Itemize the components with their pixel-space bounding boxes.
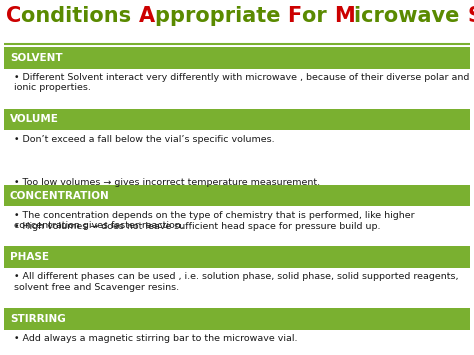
Text: VOLUME: VOLUME <box>10 114 59 124</box>
Text: F: F <box>288 6 302 26</box>
Text: • Add always a magnetic stirring bar to the microwave vial.: • Add always a magnetic stirring bar to … <box>14 334 298 343</box>
Text: • Different Solvent interact very differently with microwave , because of their : • Different Solvent interact very differ… <box>14 73 469 92</box>
Bar <box>4 268 470 308</box>
Text: • Too low volumes → gives incorrect temperature measurement.: • Too low volumes → gives incorrect temp… <box>14 178 320 187</box>
Text: icrowave: icrowave <box>355 6 467 26</box>
Text: onditions: onditions <box>21 6 138 26</box>
Bar <box>4 69 470 109</box>
Text: M: M <box>334 6 355 26</box>
Text: S: S <box>467 6 474 26</box>
Text: or: or <box>302 6 334 26</box>
Text: • All different phases can be used , i.e. solution phase, solid phase, solid sup: • All different phases can be used , i.e… <box>14 272 458 292</box>
Bar <box>4 47 470 69</box>
Text: ppropriate: ppropriate <box>155 6 288 26</box>
Bar <box>4 329 470 355</box>
Text: C: C <box>6 6 21 26</box>
Bar <box>4 308 470 329</box>
Text: SOLVENT: SOLVENT <box>10 53 63 63</box>
Text: CONCENTRATION: CONCENTRATION <box>10 191 110 201</box>
Text: STIRRING: STIRRING <box>10 314 66 324</box>
Bar <box>4 130 470 185</box>
Text: A: A <box>138 6 155 26</box>
Bar <box>4 109 470 130</box>
Text: • The concentration depends on the type of chemistry that is performed, like hig: • The concentration depends on the type … <box>14 211 415 230</box>
Text: • High volumes → does not leave sufficient head space for pressure build up.: • High volumes → does not leave sufficie… <box>14 222 381 231</box>
Bar <box>4 206 470 246</box>
Bar <box>4 185 470 206</box>
Text: PHASE: PHASE <box>10 252 49 262</box>
Text: • Don’t exceed a fall below the vial’s specific volumes.: • Don’t exceed a fall below the vial’s s… <box>14 135 274 143</box>
Bar <box>4 246 470 268</box>
